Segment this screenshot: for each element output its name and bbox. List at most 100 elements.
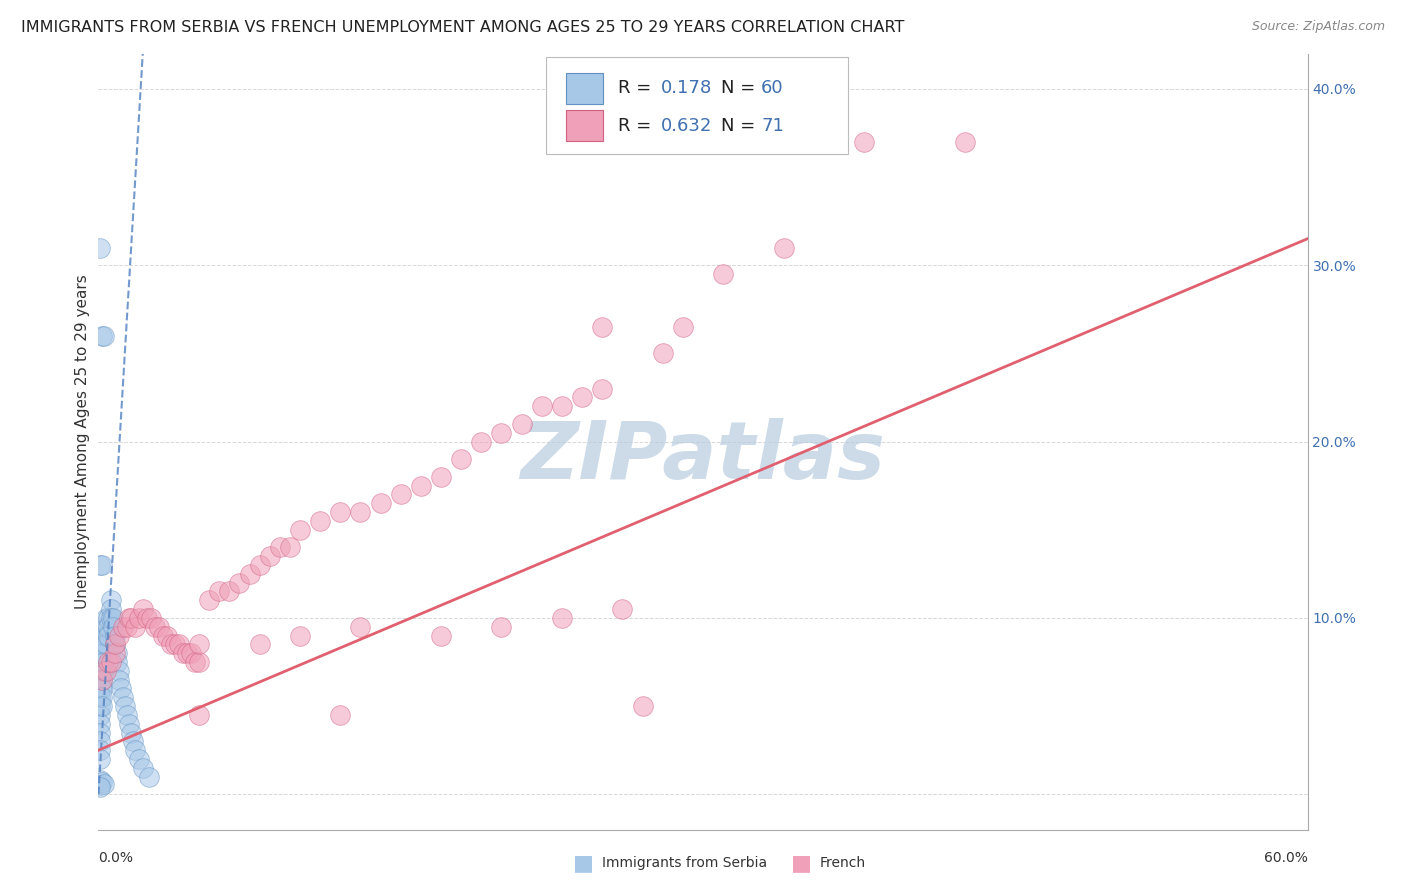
Point: [105, 646, 128, 660]
Point: [853, 135, 876, 149]
Point: [91, 558, 114, 572]
Point: [101, 620, 124, 634]
Point: [93, 664, 115, 678]
Text: 0.0%: 0.0%: [98, 851, 134, 865]
Point: [89, 707, 111, 722]
Point: [124, 743, 146, 757]
Text: 60: 60: [761, 79, 783, 97]
Point: [288, 523, 311, 537]
Point: [89, 558, 111, 572]
Point: [139, 611, 162, 625]
Point: [160, 637, 183, 651]
Point: [97, 611, 120, 625]
Text: Immigrants from Serbia: Immigrants from Serbia: [602, 856, 766, 871]
Point: [571, 391, 593, 405]
Point: [329, 505, 352, 519]
Point: [89, 773, 111, 788]
Point: [188, 707, 211, 722]
Point: [172, 646, 194, 660]
Point: [93, 637, 115, 651]
Point: [167, 637, 190, 651]
Point: [269, 541, 291, 555]
Point: [89, 780, 111, 795]
Point: [89, 734, 111, 748]
Point: [89, 716, 111, 731]
Point: [91, 328, 114, 343]
Point: [218, 584, 240, 599]
Point: [772, 241, 794, 255]
Text: ■: ■: [574, 854, 593, 873]
Point: [89, 725, 111, 739]
Point: [91, 681, 114, 696]
Point: [349, 505, 371, 519]
Point: [89, 241, 111, 255]
Point: [91, 775, 114, 789]
Point: [551, 399, 574, 413]
Point: [591, 319, 613, 334]
Point: [96, 637, 118, 651]
Point: [91, 673, 114, 687]
Point: [138, 770, 160, 784]
Point: [91, 646, 114, 660]
Point: [96, 664, 118, 678]
Point: [93, 777, 115, 791]
Point: [278, 541, 301, 555]
Point: [107, 628, 129, 642]
Point: [114, 699, 136, 714]
Point: [91, 655, 114, 669]
Point: [101, 611, 124, 625]
Text: 0.178: 0.178: [661, 79, 711, 97]
Point: [120, 611, 142, 625]
Point: [631, 699, 654, 714]
Point: [672, 319, 695, 334]
Point: [551, 611, 574, 625]
Text: R =: R =: [619, 79, 658, 97]
Point: [591, 382, 613, 396]
Text: IMMIGRANTS FROM SERBIA VS FRENCH UNEMPLOYMENT AMONG AGES 25 TO 29 YEARS CORRELAT: IMMIGRANTS FROM SERBIA VS FRENCH UNEMPLO…: [21, 20, 904, 35]
Point: [91, 673, 114, 687]
Point: [97, 628, 120, 642]
Point: [953, 135, 976, 149]
Point: [105, 655, 128, 669]
Point: [103, 646, 125, 660]
Point: [110, 681, 132, 696]
Point: [409, 478, 432, 492]
Point: [152, 628, 174, 642]
Point: [128, 752, 150, 766]
Point: [96, 620, 118, 634]
Point: [198, 593, 221, 607]
Point: [103, 637, 125, 651]
Point: [115, 620, 138, 634]
Text: N =: N =: [721, 117, 761, 135]
Point: [89, 681, 111, 696]
Point: [249, 637, 271, 651]
Point: [163, 637, 186, 651]
Point: [93, 646, 115, 660]
Point: [135, 611, 157, 625]
Point: [259, 549, 281, 564]
Point: [389, 487, 412, 501]
Point: [143, 620, 166, 634]
Text: French: French: [820, 856, 866, 871]
Point: [103, 637, 125, 651]
Point: [370, 496, 392, 510]
Point: [156, 628, 179, 642]
Point: [148, 620, 170, 634]
Point: [118, 611, 141, 625]
Text: 71: 71: [761, 117, 785, 135]
Point: [132, 761, 155, 775]
Point: [103, 628, 125, 642]
Point: [89, 699, 111, 714]
Point: [450, 452, 472, 467]
Point: [107, 664, 129, 678]
Point: [97, 620, 120, 634]
Point: [239, 566, 262, 581]
Point: [100, 593, 122, 607]
Point: [188, 637, 211, 651]
Point: [93, 628, 115, 642]
Point: [118, 716, 141, 731]
Point: [97, 655, 120, 669]
Point: [228, 575, 250, 590]
Text: 60.0%: 60.0%: [1264, 851, 1308, 865]
Point: [91, 664, 114, 678]
